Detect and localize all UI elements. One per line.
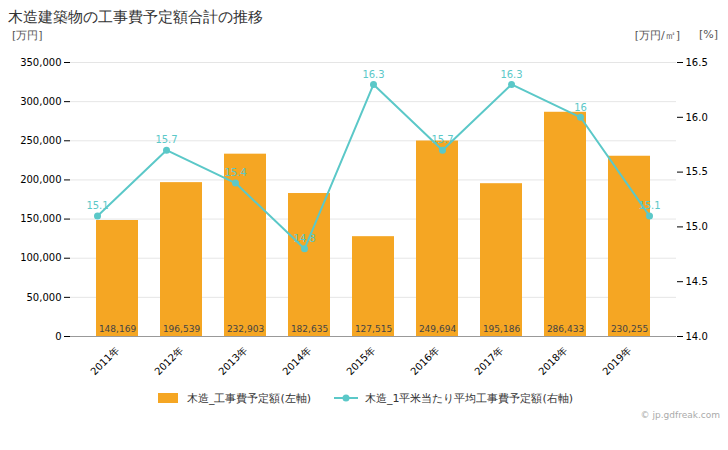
svg-text:182,635: 182,635 (291, 324, 328, 334)
svg-text:250,000: 250,000 (20, 135, 61, 146)
svg-text:127,515: 127,515 (355, 324, 392, 334)
svg-text:15.4: 15.4 (224, 167, 246, 178)
svg-text:300,000: 300,000 (20, 96, 61, 107)
svg-text:2013年: 2013年 (216, 344, 249, 377)
svg-text:2015年: 2015年 (344, 344, 377, 377)
svg-text:350,000: 350,000 (20, 57, 61, 68)
svg-text:16.5: 16.5 (686, 57, 708, 68)
svg-text:15.5: 15.5 (686, 166, 708, 177)
svg-text:14.8: 14.8 (293, 233, 315, 244)
html-text:木造_1平米当たり平均工事費予定額(右軸): 木造_1平米当たり平均工事費予定額(右軸) (365, 391, 574, 405)
svg-text:2014年: 2014年 (280, 344, 313, 377)
html-text:木造_工事費予定額(左軸): 木造_工事費予定額(左軸) (186, 391, 311, 405)
svg-text:286,433: 286,433 (547, 324, 584, 334)
svg-text:150,000: 150,000 (20, 213, 61, 224)
svg-text:16.0: 16.0 (686, 112, 708, 123)
svg-text:14.0: 14.0 (686, 331, 708, 342)
svg-text:2011年: 2011年 (88, 344, 121, 377)
html-text:© jp.gdfreak.com: © jp.gdfreak.com (640, 410, 720, 420)
svg-text:15.0: 15.0 (686, 221, 708, 232)
svg-text:15.7: 15.7 (155, 134, 177, 145)
svg-text:249,694: 249,694 (419, 324, 456, 334)
svg-text:2018年: 2018年 (536, 344, 569, 377)
html-text:[万円/㎡]: [万円/㎡] (634, 29, 680, 42)
html-text:[万円]: [万円] (12, 29, 43, 42)
svg-text:15.7: 15.7 (431, 134, 453, 145)
svg-text:148,169: 148,169 (99, 324, 136, 334)
svg-text:195,186: 195,186 (483, 324, 520, 334)
svg-text:15.1: 15.1 (638, 200, 660, 211)
svg-text:16: 16 (574, 102, 587, 113)
svg-text:100,000: 100,000 (20, 252, 61, 263)
svg-text:14.5: 14.5 (686, 276, 708, 287)
svg-text:2019年: 2019年 (600, 344, 633, 377)
svg-text:196,539: 196,539 (163, 324, 200, 334)
svg-text:2016年: 2016年 (408, 344, 441, 377)
svg-text:0: 0 (55, 331, 61, 342)
svg-text:200,000: 200,000 (20, 174, 61, 185)
svg-text:16.3: 16.3 (362, 69, 384, 80)
svg-text:232,903: 232,903 (227, 324, 264, 334)
svg-text:2012年: 2012年 (152, 344, 185, 377)
html-text:木造建築物の工事費予定額合計の推移: 木造建築物の工事費予定額合計の推移 (8, 8, 263, 26)
svg-text:2017年: 2017年 (472, 344, 505, 377)
svg-text:16.3: 16.3 (500, 69, 522, 80)
svg-text:230,255: 230,255 (611, 324, 648, 334)
svg-text:50,000: 50,000 (27, 292, 62, 303)
svg-text:15.1: 15.1 (86, 200, 108, 211)
